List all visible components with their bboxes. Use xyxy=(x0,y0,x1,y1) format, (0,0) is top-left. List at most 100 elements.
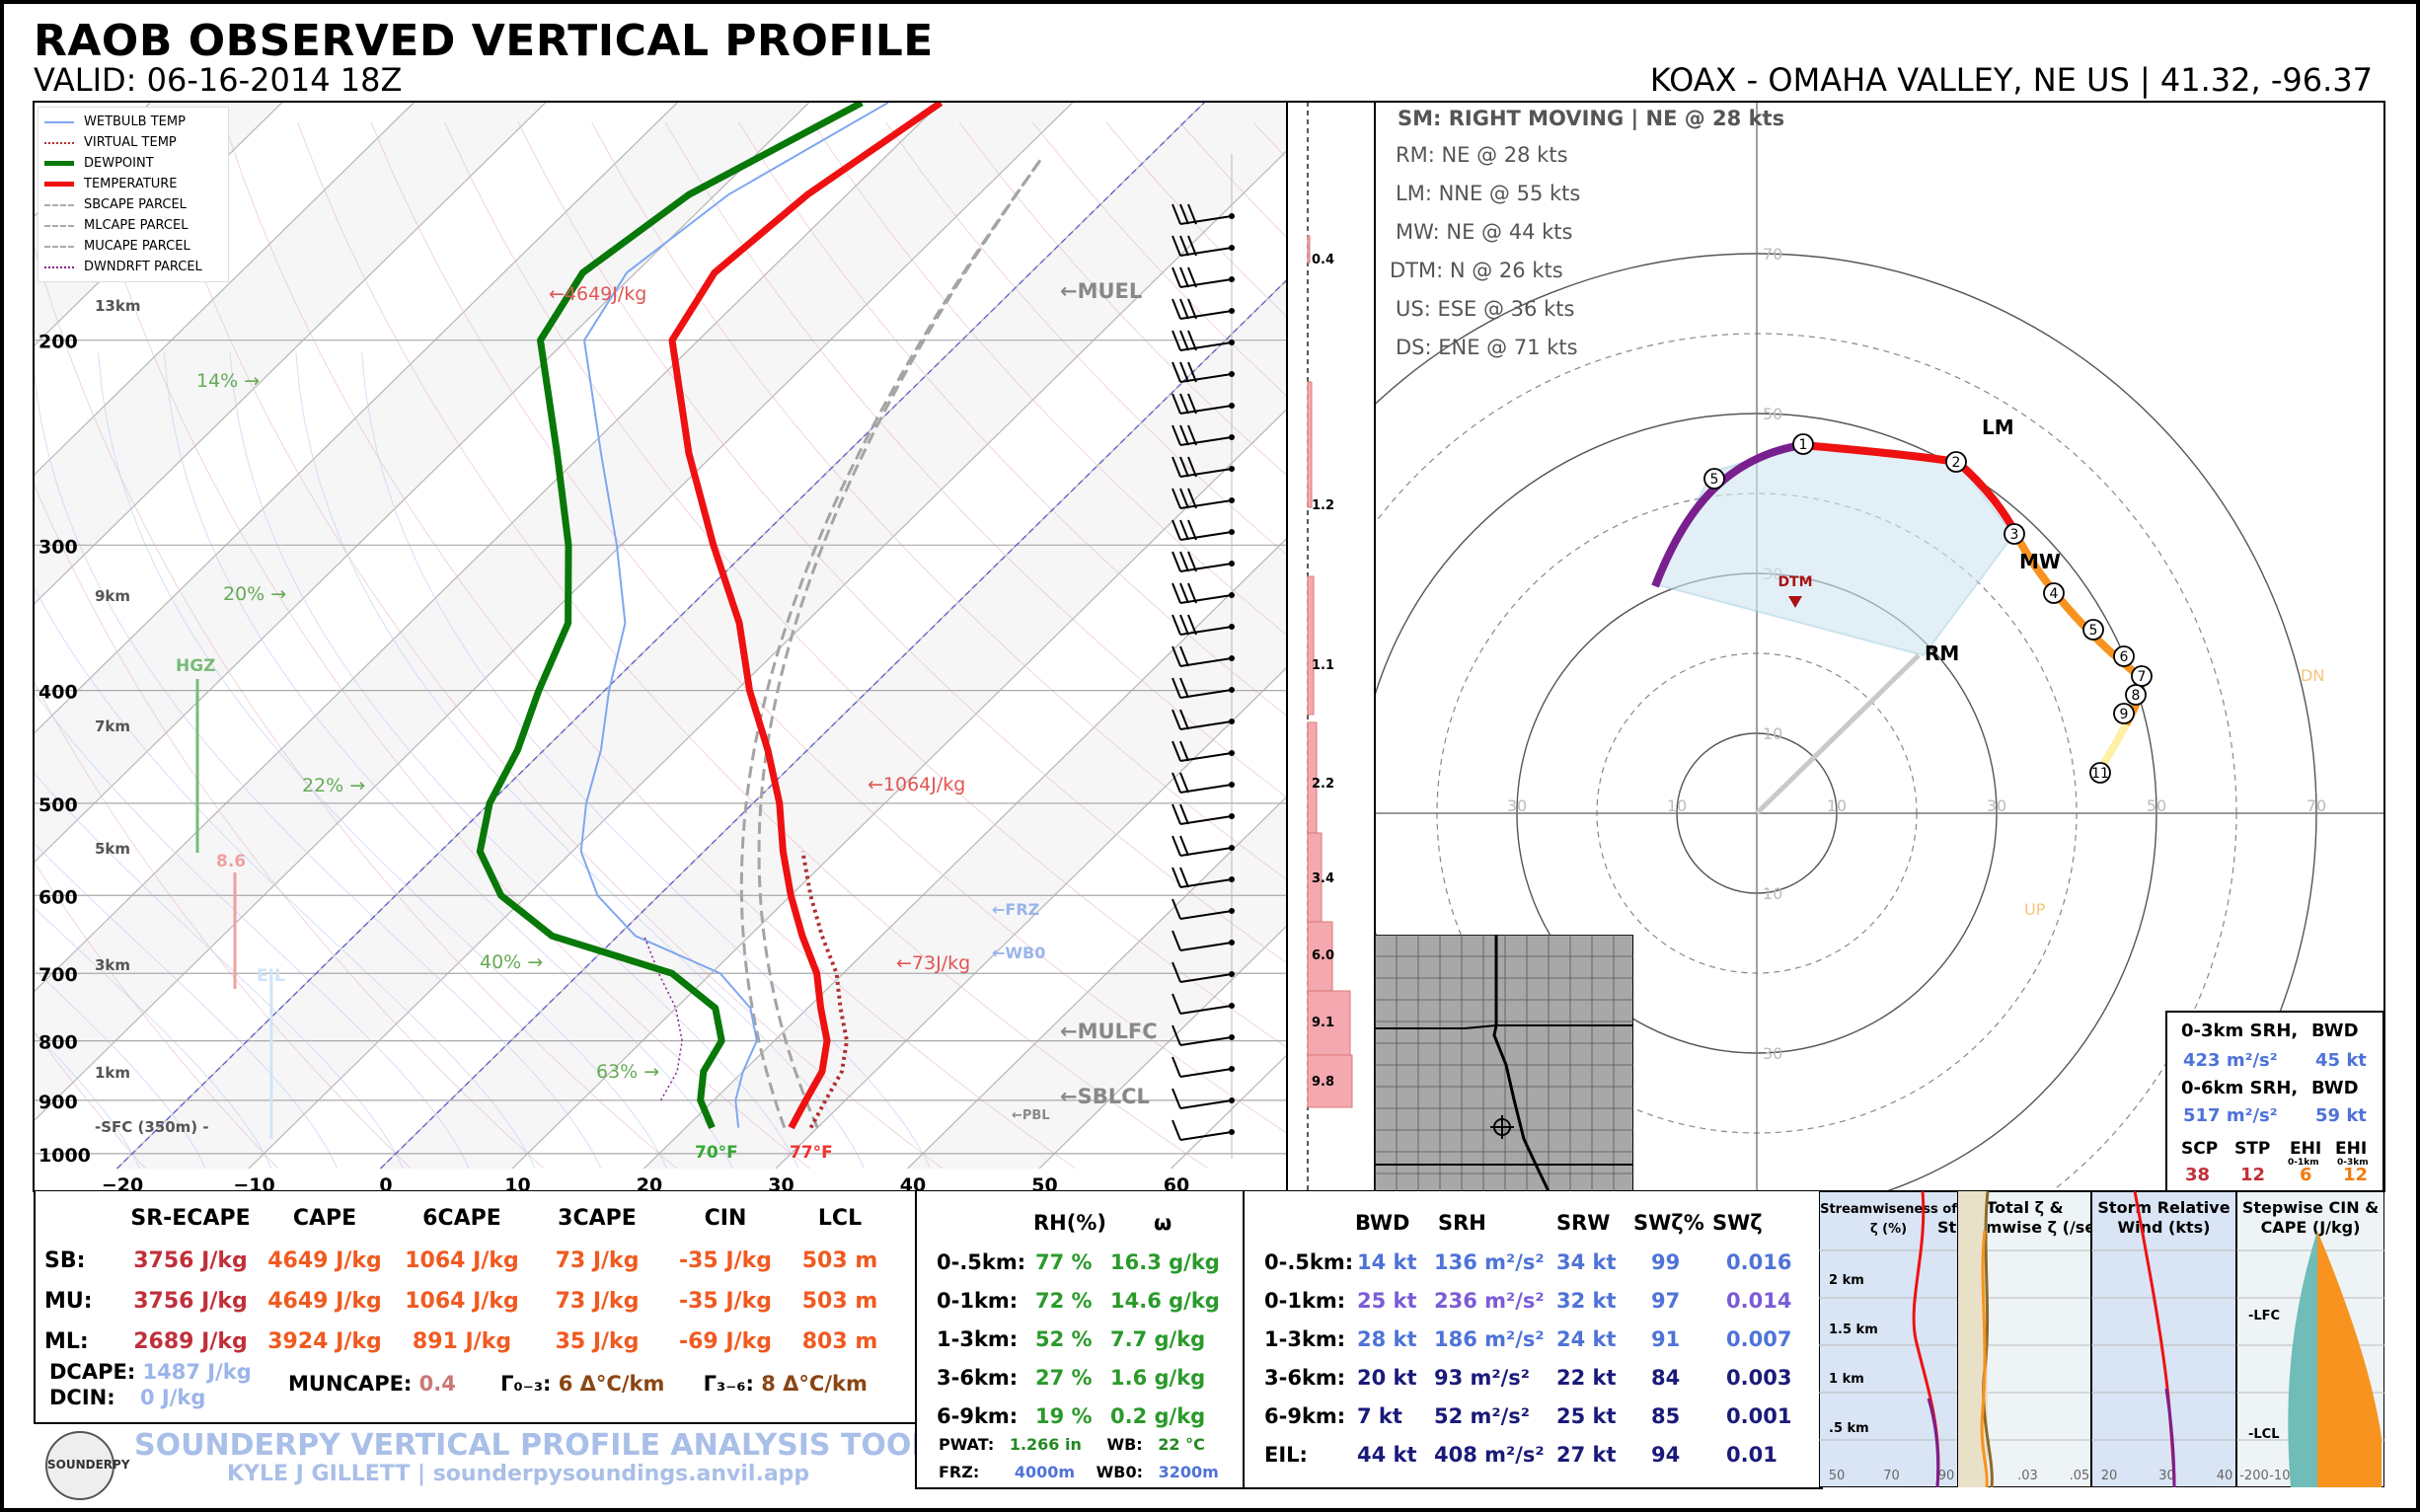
kinematic-row-label: 6-9km: xyxy=(1264,1404,1346,1428)
dry-adiabat xyxy=(223,121,1076,1170)
ring-label: 30 xyxy=(1763,1044,1782,1063)
level-label: ←SBLCL xyxy=(1060,1085,1150,1108)
hodo-height-marker xyxy=(1703,468,1725,490)
surface-dewpoint: 70°F xyxy=(695,1143,738,1163)
barb-feather xyxy=(1172,298,1181,320)
kinematic-cell: 44 kt xyxy=(1357,1443,1417,1467)
hodo-height-marker xyxy=(2125,684,2147,706)
moisture-rh: 52 % xyxy=(1035,1327,1093,1351)
wind-barb xyxy=(1172,298,1235,320)
storm-motion-item: US: ESE @ 36 kts xyxy=(1396,297,1575,321)
ehi3-value: 12 xyxy=(2343,1165,2369,1185)
barb-feather xyxy=(1172,1024,1181,1046)
hodo-height-marker xyxy=(2113,703,2135,724)
barb-feather xyxy=(1179,298,1189,320)
barb-feather xyxy=(1179,772,1189,794)
height-label: 9km xyxy=(95,587,130,605)
thermo-cell: 2689 J/kg xyxy=(133,1329,248,1354)
kinematic-row-label: 0-1km: xyxy=(1264,1289,1346,1313)
barb-feather xyxy=(1179,456,1189,478)
hodo-height-marker xyxy=(2082,619,2104,641)
dry-adiabat xyxy=(664,121,1287,798)
ehi1-sub: 0-1km xyxy=(2288,1158,2319,1168)
ring-label: 30 xyxy=(1987,796,2006,815)
temperature-tick: 60 xyxy=(1164,1174,1189,1196)
state-border xyxy=(1375,1024,1633,1029)
figure-title: RAOB OBSERVED VERTICAL PROFILE xyxy=(34,16,934,66)
thermo-cell: 1064 J/kg xyxy=(405,1289,519,1314)
barb-shaft xyxy=(1179,405,1233,415)
pressure-tick: 300 xyxy=(38,536,78,558)
barb-feather xyxy=(1172,519,1181,541)
wind-barb xyxy=(1172,519,1235,541)
bwd-03-label: BWD xyxy=(2311,1021,2359,1041)
hgz-label: HGZ xyxy=(176,656,216,676)
mini-panel-title: Storm Relative xyxy=(2097,1198,2230,1217)
isotherm xyxy=(907,795,1287,1170)
thermo-table-panel: SR-ECAPE CAPE 6CAPE 3CAPE CIN LCL SB: 3756 J/k… xyxy=(34,1191,919,1424)
eil-side-value: 8.6 xyxy=(216,852,246,871)
wind-barb xyxy=(1172,1119,1235,1141)
barb-feather xyxy=(1179,867,1189,888)
barb-feather xyxy=(1179,614,1189,636)
wind-barb xyxy=(1172,772,1235,794)
srh-box: 0-3km SRH, BWD 423 m²/s² 45 kt 0-6km SRH… xyxy=(2165,1011,2384,1192)
isotherm xyxy=(34,102,678,735)
barb-point xyxy=(1229,371,1235,377)
barb-feather xyxy=(1172,930,1181,951)
wind-barb xyxy=(1172,393,1235,415)
legend-swatch xyxy=(44,120,74,123)
thermo-row: SB: 3756 J/kg 4649 J/kg 1064 J/kg 73 J/kg -35… xyxy=(43,1241,890,1281)
wb-label: WB: xyxy=(1106,1435,1143,1454)
scp-value: 38 xyxy=(2185,1165,2211,1185)
barb-shaft xyxy=(1179,1036,1233,1046)
kinematic-table-panel: BWD SRH SRW SWζ% SWζ 0-.5km: 14 kt 136 m²/s² 34… xyxy=(1243,1191,1823,1489)
ehi3-sub: 0-3km xyxy=(2337,1158,2369,1168)
wind-barb xyxy=(1172,867,1235,888)
barb-feather xyxy=(1172,835,1181,857)
dry-adiabat xyxy=(34,1029,146,1170)
kinematic-cell: 14 kt xyxy=(1357,1250,1417,1274)
wind-barb xyxy=(1172,835,1235,857)
brand-title: SOUNDERPY VERTICAL PROFILE ANALYSIS TOOL xyxy=(134,1428,931,1463)
mini-panel-title: Stepwise CIN & xyxy=(2242,1198,2379,1217)
rh-label: 63% → xyxy=(596,1061,659,1083)
mini-panel-title: Wind (kts) xyxy=(2118,1218,2211,1237)
barb-feather xyxy=(1172,993,1181,1015)
barb-feather xyxy=(1179,330,1189,351)
mlcape-parcel xyxy=(739,159,1042,1129)
ring-label: 70 xyxy=(2307,796,2326,815)
isotherm xyxy=(34,102,1074,1122)
dry-adiabat xyxy=(370,121,1287,1134)
thermo-header: CIN xyxy=(704,1206,747,1231)
mini-panel-tick: .05 xyxy=(2070,1469,2090,1483)
moist-adiabat xyxy=(34,842,339,1170)
barb-feather xyxy=(1172,803,1181,825)
legend-label: WETBULB TEMP xyxy=(84,114,186,129)
station-label: KOAX - OMAHA VALLEY, NE US | 41.32, -96.… xyxy=(1649,61,2373,99)
downdraft-parcel xyxy=(643,936,683,1101)
dry-adiabat xyxy=(444,121,1287,1049)
kinematic-cell: 0.016 xyxy=(1726,1250,1792,1274)
barb-feather xyxy=(1172,235,1181,257)
wind-barb xyxy=(1172,1088,1235,1109)
temperature-tick: 20 xyxy=(637,1174,662,1196)
thermo-cell: 503 m xyxy=(801,1289,878,1314)
small-level-label: ←WB0 xyxy=(992,944,1045,962)
barb-feather xyxy=(1172,551,1181,572)
barb-feather xyxy=(1172,677,1181,699)
legend-label: SBCAPE PARCEL xyxy=(84,197,187,212)
thermo-cell: 1064 J/kg xyxy=(405,1248,519,1273)
omega-label: 0.4 xyxy=(1312,253,1334,267)
barb-shaft xyxy=(1179,1131,1233,1141)
barb-point xyxy=(1229,1066,1235,1072)
omega-label: 9.8 xyxy=(1312,1075,1334,1090)
thermo-cell: 35 J/kg xyxy=(555,1329,640,1354)
barb-shaft xyxy=(1179,720,1233,730)
thermo-header: SR-ECAPE xyxy=(130,1206,251,1231)
isotherm xyxy=(643,537,1287,1170)
barb-shaft xyxy=(1179,878,1233,888)
mini-panel-tick: 40 xyxy=(2217,1469,2233,1483)
barb-feather xyxy=(1172,582,1181,604)
up-marker: UP xyxy=(2024,900,2046,919)
